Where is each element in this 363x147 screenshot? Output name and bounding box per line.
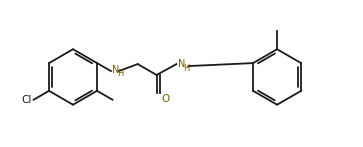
Text: Cl: Cl <box>21 95 32 105</box>
Text: N: N <box>179 59 186 69</box>
Text: H: H <box>117 70 123 78</box>
Text: N: N <box>112 65 119 75</box>
Text: H: H <box>183 64 190 73</box>
Text: O: O <box>162 94 170 104</box>
